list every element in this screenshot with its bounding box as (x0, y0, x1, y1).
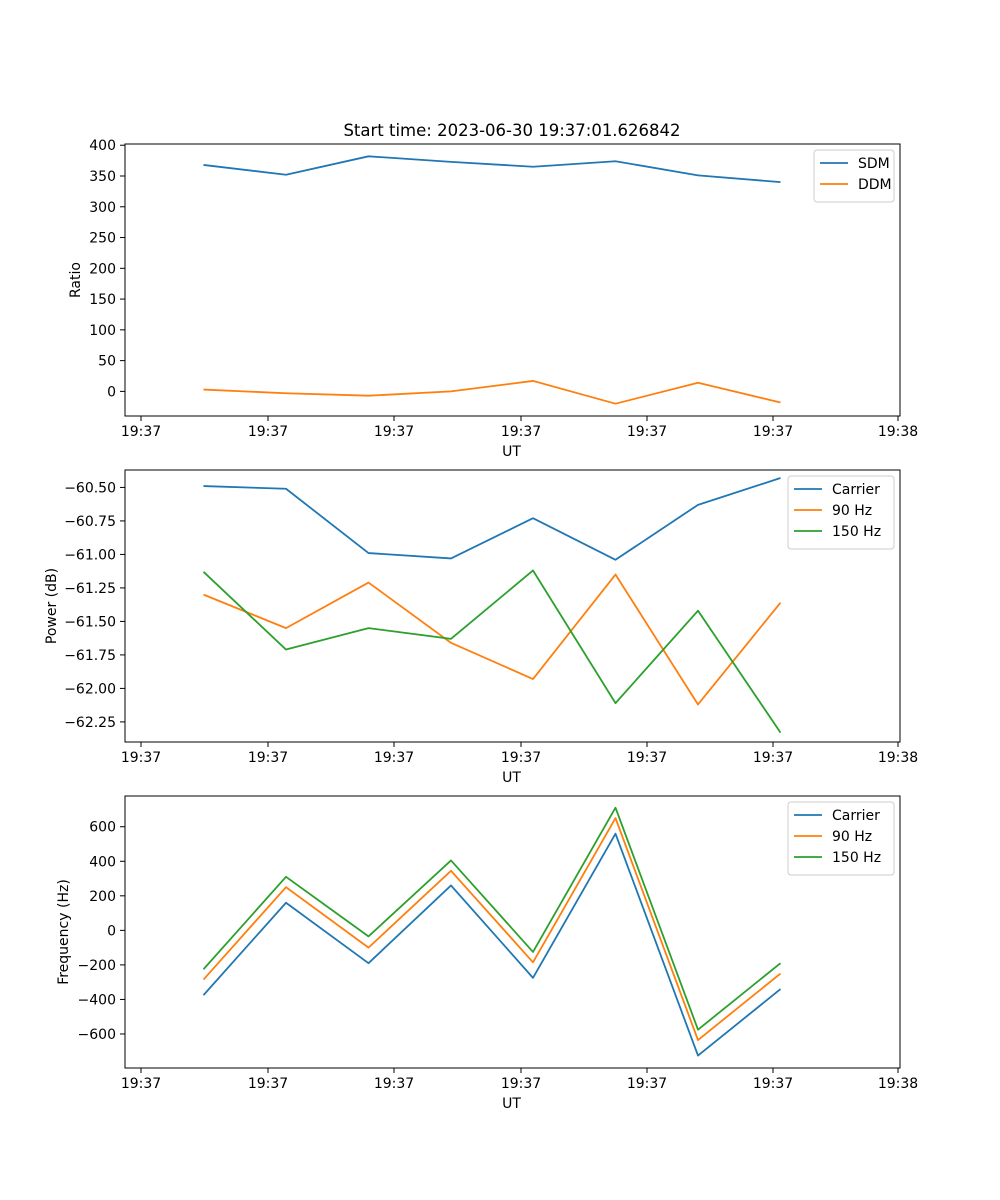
frequency-y-tick-label: −200 (78, 958, 116, 974)
ratio-x-tick-label: 19:37 (753, 424, 793, 440)
ratio-axes-frame (124, 143, 901, 417)
frequency-x-tick-label: 19:37 (248, 1076, 288, 1092)
frequency-y-tick-label: 200 (89, 889, 116, 905)
ratio-legend-label: DDM (858, 177, 892, 193)
frequency-y-tick-label: −600 (78, 1027, 116, 1043)
frequency-x-tick-label: 19:37 (374, 1076, 414, 1092)
power-x-tick-label: 19:37 (627, 750, 667, 766)
frequency-x-tick-label: 19:37 (501, 1076, 541, 1092)
frequency-series-line-carrier (202, 832, 782, 1057)
frequency-series-line-150-hz (202, 806, 782, 1031)
ratio-y-tick-label: 0 (107, 384, 116, 400)
frequency-y-axis-label: Frequency (Hz) (56, 879, 72, 985)
ratio-y-tick-label: 350 (89, 169, 116, 185)
power-x-tick-label: 19:37 (374, 750, 414, 766)
ratio-x-axis-label: UT (502, 444, 521, 460)
power-y-tick-label: −61.75 (64, 648, 116, 664)
ratio-series-line-sdm (203, 155, 781, 184)
power-series-line-150-hz (202, 569, 782, 734)
power-y-tick-label: −60.50 (64, 480, 116, 496)
frequency-y-tick-label: 600 (89, 820, 116, 836)
ratio-x-tick-label: 19:37 (121, 424, 161, 440)
frequency-y-tick-label: −400 (78, 992, 116, 1008)
frequency-legend-label: Carrier (832, 808, 880, 824)
ratio-x-tick-label: 19:37 (501, 424, 541, 440)
power-legend-label: Carrier (832, 482, 880, 498)
power-x-tick-label: 19:37 (753, 750, 793, 766)
frequency-legend-label: 150 Hz (832, 850, 881, 866)
frequency-series-line-90-hz (202, 817, 782, 1041)
chart-title: Start time: 2023-06-30 19:37:01.626842 (343, 121, 680, 140)
ratio-x-tick-label: 19:37 (374, 424, 414, 440)
ratio-y-tick-label: 300 (89, 200, 116, 216)
frequency-x-tick-label: 19:37 (121, 1076, 161, 1092)
power-legend-label: 150 Hz (832, 524, 881, 540)
frequency-y-tick-label: 400 (89, 854, 116, 870)
power-series-line-carrier (203, 477, 781, 561)
ratio-y-tick-label: 400 (89, 138, 116, 154)
chart-panel-power: 19:37 19:37 19:37 19:37 19:37 19:37 19:38 −60.5… (44, 469, 918, 786)
ratio-y-tick-label: 250 (89, 231, 116, 247)
ratio-y-axis-label: Ratio (68, 262, 84, 298)
power-x-tick-label: 19:38 (878, 750, 918, 766)
power-x-tick-label: 19:37 (248, 750, 288, 766)
power-y-tick-label: −62.25 (64, 715, 116, 731)
power-legend-label: 90 Hz (832, 503, 872, 519)
ratio-x-tick-label: 19:37 (627, 424, 667, 440)
ratio-y-tick-label: 150 (89, 292, 116, 308)
frequency-y-tick-label: 0 (107, 923, 116, 939)
power-y-axis-label: Power (dB) (44, 568, 60, 644)
ratio-y-tick-label: 200 (89, 261, 116, 277)
ratio-legend-label: SDM (858, 156, 890, 172)
power-y-tick-label: −61.25 (64, 581, 116, 597)
chart-panel-ratio: 19:37 19:37 19:37 19:37 19:37 19:37 19:38 0 50 10… (68, 138, 918, 460)
ratio-y-tick-label: 50 (98, 354, 116, 370)
power-x-tick-label: 19:37 (501, 750, 541, 766)
power-y-tick-label: −61.00 (64, 547, 116, 563)
ratio-x-tick-label: 19:38 (878, 424, 918, 440)
power-x-tick-label: 19:37 (121, 750, 161, 766)
frequency-legend-label: 90 Hz (832, 829, 872, 845)
ratio-x-tick-label: 19:37 (248, 424, 288, 440)
power-y-tick-label: −61.50 (64, 614, 116, 630)
power-series-line-90-hz (203, 573, 782, 706)
frequency-x-axis-label: UT (502, 1096, 521, 1112)
chart-panel-frequency: 19:37 19:37 19:37 19:37 19:37 19:37 19:38 600 40… (56, 795, 918, 1112)
frequency-x-tick-label: 19:38 (878, 1076, 918, 1092)
frequency-axes-frame (124, 795, 901, 1069)
power-y-tick-label: −60.75 (64, 514, 116, 530)
power-axes-frame (124, 469, 901, 743)
ratio-series-line-ddm (203, 380, 781, 405)
power-x-axis-label: UT (502, 770, 521, 786)
frequency-x-tick-label: 19:37 (627, 1076, 667, 1092)
frequency-x-tick-label: 19:37 (753, 1076, 793, 1092)
power-y-tick-label: −62.00 (64, 681, 116, 697)
ratio-y-tick-label: 100 (89, 323, 116, 339)
